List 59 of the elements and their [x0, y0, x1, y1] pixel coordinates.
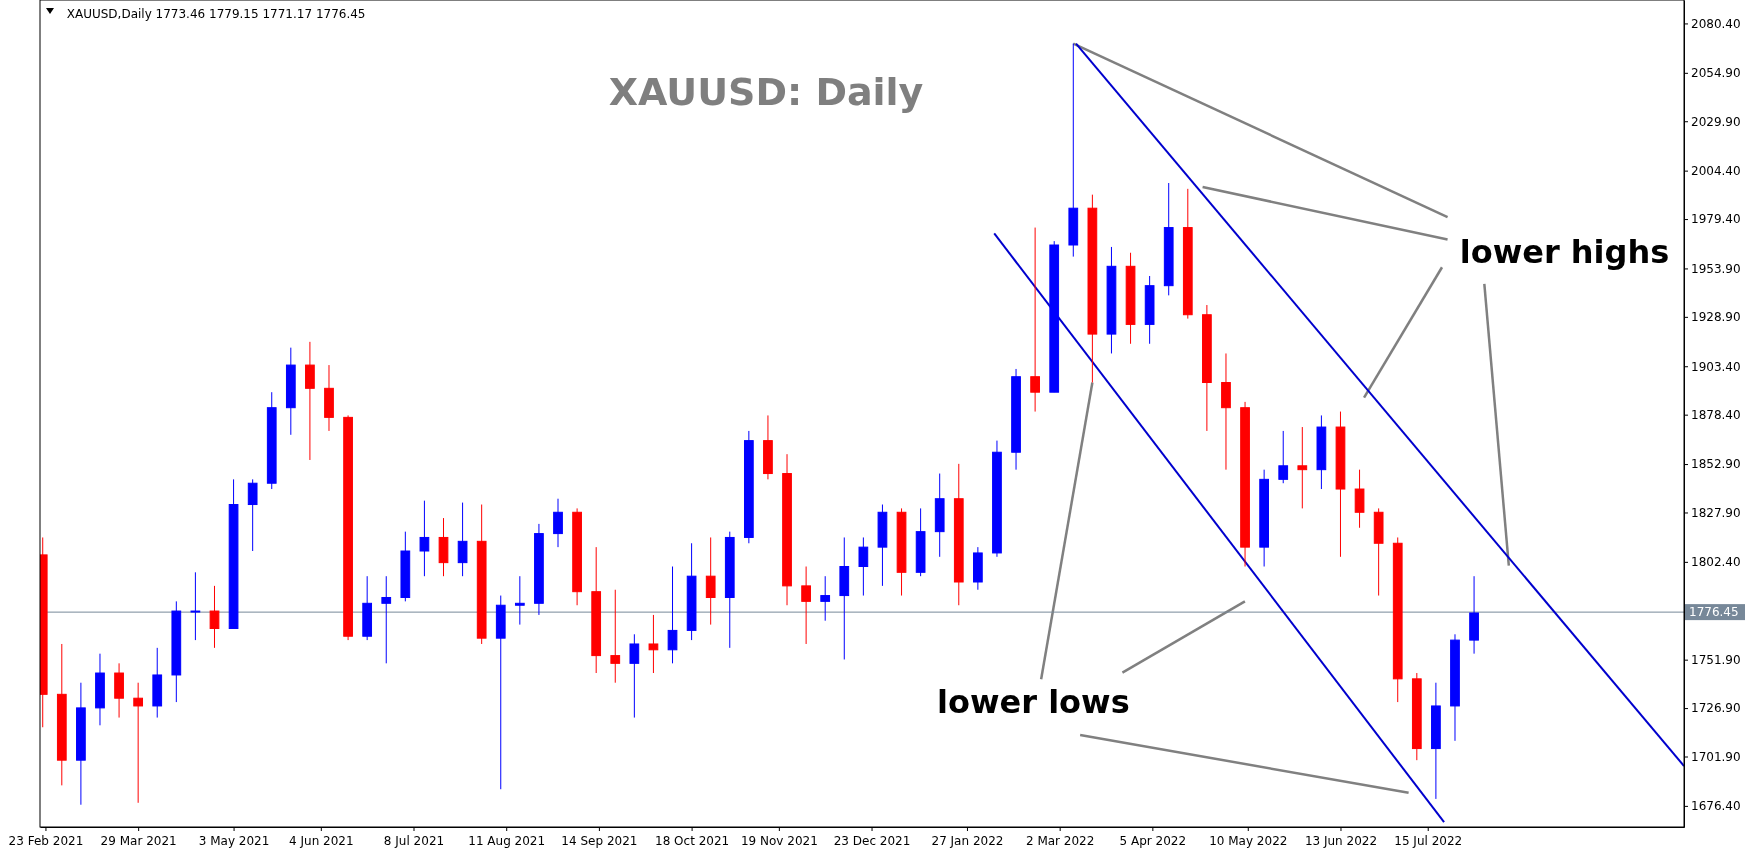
y-tick-label: 1802.40 [1691, 555, 1741, 570]
x-tick-label: 3 May 2021 [198, 833, 270, 848]
y-tick-label: 2054.90 [1691, 66, 1741, 81]
ref-line-label: 1776.45 [1689, 605, 1739, 620]
x-tick-label: 19 Nov 2021 [740, 833, 818, 848]
candlestick [190, 571, 201, 641]
x-tick-label: 8 Jul 2021 [383, 833, 445, 848]
y-tick-label: 1903.40 [1691, 359, 1741, 374]
candlestick [648, 614, 659, 674]
candlestick [1030, 227, 1040, 413]
candlestick [247, 478, 258, 552]
y-tick-label: 2004.40 [1691, 163, 1741, 178]
x-tick-label: 4 Jun 2021 [289, 833, 354, 848]
y-tick-label: 1979.40 [1691, 212, 1741, 227]
text: XAUUSD: Daily [608, 69, 924, 114]
annotation: lower highs [1459, 232, 1670, 271]
candlestick [419, 500, 430, 577]
candlestick [1278, 430, 1289, 484]
x-tick-label: 23 Dec 2021 [833, 833, 911, 848]
x-tick-label: 10 May 2022 [1209, 833, 1288, 848]
annotation: lower lows [937, 682, 1130, 721]
y-tick-label: 1852.90 [1691, 457, 1741, 472]
y-tick-label: 1878.40 [1691, 408, 1741, 422]
candlestick [629, 633, 640, 719]
candlestick [667, 566, 678, 664]
y-tick-label: 1953.90 [1691, 261, 1741, 276]
candlestick [1297, 426, 1308, 509]
y-tick-label: 2029.90 [1691, 114, 1741, 129]
x-tick-label: 15 Jul 2022 [1394, 833, 1463, 848]
candlestick [610, 589, 621, 684]
candlestick [801, 566, 811, 645]
x-tick-label: 5 Apr 2022 [1119, 833, 1187, 848]
y-tick-label: 1726.90 [1691, 701, 1741, 716]
x-tick-label: 2 Mar 2022 [1025, 833, 1095, 848]
y-tick-label: 1827.90 [1691, 505, 1741, 520]
candlestick [1354, 469, 1365, 529]
x-tick-label: 18 Oct 2021 [655, 833, 730, 848]
candlestick [209, 585, 220, 649]
candlestick [553, 498, 563, 548]
y-tick-label: 1701.90 [1691, 749, 1741, 764]
y-tick-label: 1751.90 [1691, 653, 1741, 667]
x-tick-label: 14 Sep 2021 [561, 833, 638, 848]
candlestick [820, 575, 831, 622]
candlestick [705, 536, 716, 626]
candlestick [305, 341, 315, 461]
x-tick-label: 23 Feb 2021 [8, 833, 84, 848]
candlestick [457, 502, 468, 577]
x-tick-label: 11 Aug 2021 [468, 833, 546, 848]
x-tick-label: 27 Jan 2022 [931, 833, 1004, 848]
x-tick-label: 13 Jun 2022 [1304, 833, 1378, 848]
candlestick [514, 575, 525, 626]
candlestick [381, 575, 392, 664]
y-tick-label: 1928.90 [1691, 310, 1741, 325]
candlestick [133, 682, 144, 804]
x-tick-label: 29 Mar 2021 [100, 833, 177, 848]
annotation: XAUUSD,Daily 1773.46 1779.15 1771.17 1776.45 [66, 6, 366, 21]
candlestick [858, 536, 869, 597]
y-tick-label: 2080.40 [1691, 16, 1741, 31]
y-tick-label: 1676.40 [1691, 799, 1741, 814]
